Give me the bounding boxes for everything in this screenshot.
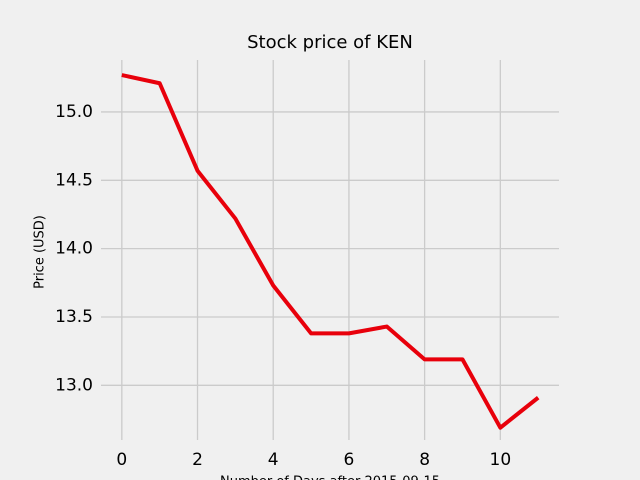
x-tick-label: 2 (192, 450, 203, 470)
y-axis-label: Price (USD) (33, 215, 48, 289)
y-tick-label: 15.0 (55, 102, 93, 122)
line-series (121, 73, 540, 430)
y-tick-label: 13.0 (55, 375, 93, 395)
chart-title: Stock price of KEN (247, 32, 413, 53)
x-tick-label: 0 (116, 450, 127, 470)
x-tick-label: 10 (490, 450, 512, 470)
y-tick-label: 14.0 (55, 239, 93, 259)
y-tick-label: 14.5 (55, 170, 93, 190)
x-tick-label: 4 (268, 450, 279, 470)
x-tick-label: 8 (419, 450, 430, 470)
x-axis-label: Number of Days after 2015-09-15 (220, 475, 440, 480)
y-tick-label: 13.5 (55, 307, 93, 327)
x-tick-label: 6 (344, 450, 355, 470)
